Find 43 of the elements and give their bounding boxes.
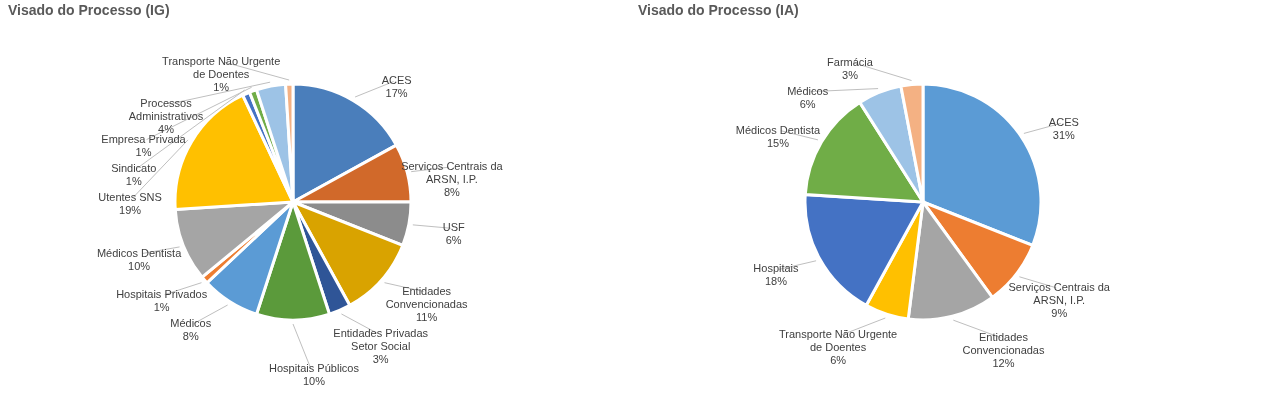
data-label: 3% xyxy=(842,68,859,81)
slice-label: Transporte Não Urgente de Doentes xyxy=(162,55,281,81)
data-label: 19% xyxy=(119,203,142,216)
slice-label: Hospitais xyxy=(753,262,800,275)
data-label: 18% xyxy=(764,275,788,288)
chart-title: Visado do Processo (IA) xyxy=(638,2,799,18)
data-label: 12% xyxy=(992,356,1015,369)
data-label: 6% xyxy=(445,234,462,247)
slice-label: Entidades Convencionadas xyxy=(385,284,469,310)
slice-label: Farmácia xyxy=(827,55,874,68)
slice-label: ACES xyxy=(1048,116,1079,129)
slice-label: Transporte Não Urgente de Doentes xyxy=(778,328,898,354)
data-label: 10% xyxy=(128,259,151,272)
data-label: 9% xyxy=(1051,306,1068,319)
slice-label: Entidades Convencionadas xyxy=(962,330,1045,356)
slice-label: Entidades Privadas Setor Social xyxy=(333,326,429,352)
chart-title: Visado do Processo (IG) xyxy=(8,2,170,18)
data-label: 10% xyxy=(302,375,326,387)
slice-label: Médicos xyxy=(170,316,212,329)
data-label: 31% xyxy=(1052,129,1076,142)
data-label: 1% xyxy=(153,300,170,313)
data-label: 1% xyxy=(135,145,152,158)
slice-label: Sindicato xyxy=(111,161,157,174)
data-label: 1% xyxy=(125,174,142,187)
slice-label: Serviços Centrais da ARSN, I.P. xyxy=(1008,280,1111,306)
data-label: 1% xyxy=(213,81,230,94)
slice-label: USF xyxy=(442,221,465,234)
data-label: 6% xyxy=(830,354,847,367)
data-label: 6% xyxy=(799,97,816,110)
slice-label: ACES xyxy=(381,74,412,87)
slice-label: Processos Administrativos xyxy=(128,97,204,123)
slice-label: Hospitais Públicos xyxy=(269,362,360,374)
slice-label: Utentes SNS xyxy=(98,190,162,203)
data-label: 15% xyxy=(766,136,790,149)
data-label: 3% xyxy=(372,352,389,365)
data-label: 8% xyxy=(182,329,199,342)
slice-label: Médicos Dentista xyxy=(735,123,821,136)
data-label: 17% xyxy=(385,87,408,100)
slice-label: Médicos Dentista xyxy=(96,246,183,259)
data-label: 8% xyxy=(443,186,461,199)
slice-label: Médicos xyxy=(787,84,829,97)
slice-label: Hospitais Privados xyxy=(116,287,208,300)
data-label: 11% xyxy=(416,310,438,323)
